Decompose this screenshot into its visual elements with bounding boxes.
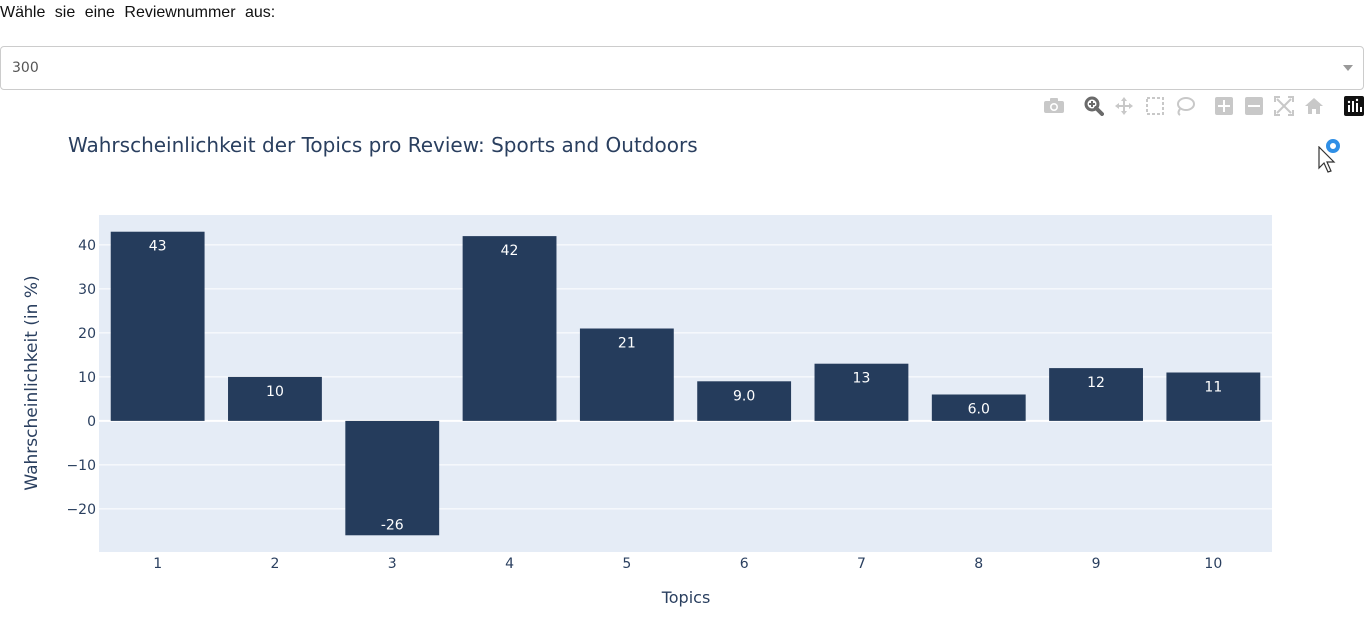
- x-tick-label: 4: [505, 556, 514, 572]
- bar-data-label: -26: [381, 517, 404, 533]
- y-tick-label: 0: [87, 414, 96, 430]
- y-axis-title: Wahrscheinlichkeit (in %): [22, 275, 42, 490]
- x-tick-label: 10: [1204, 556, 1222, 572]
- bar-data-label: 13: [853, 371, 871, 387]
- bar: [462, 236, 557, 421]
- topic-probability-chart: Wahrscheinlichkeit der Topics pro Review…: [22, 133, 1272, 607]
- bar-data-label: 11: [1204, 380, 1222, 396]
- bar-data-label: 6.0: [968, 401, 990, 417]
- bar: [1049, 368, 1143, 421]
- dropdown-selected-value: 300: [12, 60, 39, 76]
- bar-data-label: 10: [266, 384, 284, 400]
- plotly-logo-icon[interactable]: [1342, 94, 1366, 118]
- bar: [345, 420, 440, 536]
- bar: [697, 381, 792, 421]
- x-axis-title: Topics: [661, 588, 711, 607]
- x-tick-label: 3: [388, 556, 397, 572]
- y-tick-label: −10: [66, 458, 96, 474]
- zoom-icon[interactable]: [1082, 94, 1106, 118]
- box-select-icon[interactable]: [1143, 94, 1167, 118]
- mouse-cursor-icon: [1318, 146, 1336, 173]
- autoscale-icon[interactable]: [1272, 94, 1296, 118]
- y-tick-label: 10: [78, 370, 96, 386]
- x-tick-label: 9: [1092, 556, 1101, 572]
- bar: [579, 328, 674, 421]
- chart-modebar: [1040, 94, 1368, 118]
- y-tick-label: 30: [78, 282, 96, 298]
- zoom-in-icon[interactable]: [1212, 94, 1236, 118]
- pan-icon[interactable]: [1112, 94, 1136, 118]
- bar-data-label: 12: [1087, 375, 1105, 391]
- camera-icon[interactable]: [1042, 94, 1066, 118]
- chevron-down-icon[interactable]: [1343, 65, 1353, 71]
- x-tick-label: 7: [857, 556, 866, 572]
- lasso-icon[interactable]: [1173, 94, 1197, 118]
- x-tick-label: 5: [622, 556, 631, 572]
- loading-spinner-icon: [1326, 139, 1340, 153]
- bar: [814, 363, 909, 421]
- bar-data-label: 43: [149, 239, 167, 255]
- x-tick-label: 1: [153, 556, 162, 572]
- bar: [1166, 372, 1261, 421]
- bar: [931, 394, 1026, 421]
- bar: [228, 376, 322, 421]
- bar-data-label: 42: [501, 243, 519, 259]
- x-tick-label: 8: [974, 556, 983, 572]
- review-number-dropdown[interactable]: 300: [0, 46, 1364, 90]
- x-tick-label: 2: [270, 556, 279, 572]
- y-tick-label: −20: [66, 502, 96, 518]
- chart-title: Wahrscheinlichkeit der Topics pro Review…: [68, 133, 698, 157]
- y-tick-label: 40: [78, 238, 96, 254]
- zoom-out-icon[interactable]: [1242, 94, 1266, 118]
- review-number-prompt: Wähle sie eine Reviewnummer aus:: [0, 4, 276, 21]
- bar-data-label: 21: [618, 336, 636, 352]
- x-tick-label: 6: [740, 556, 749, 572]
- reset-axes-icon[interactable]: [1302, 94, 1326, 118]
- bar: [110, 231, 205, 421]
- y-tick-label: 20: [78, 326, 96, 342]
- bar-data-label: 9.0: [733, 388, 755, 404]
